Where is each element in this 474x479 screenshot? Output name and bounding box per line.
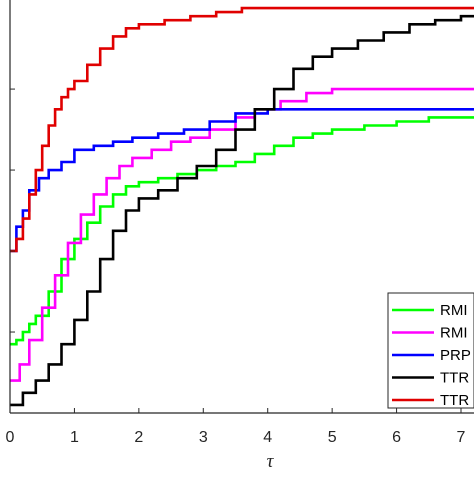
legend-label: RMI [440, 325, 468, 342]
series-line-5 [10, 6, 474, 253]
series-layer [10, 6, 474, 407]
series-line-1 [10, 116, 474, 346]
series-line-2 [10, 87, 474, 382]
x-tick-label: 1 [70, 429, 79, 446]
x-tick-label: 3 [199, 429, 208, 446]
x-tick-label: 6 [392, 429, 401, 446]
x-tick-label: 5 [328, 429, 337, 446]
x-ticks: 0 1 2 3 4 5 6 7 [6, 408, 466, 446]
legend-label: RMI [440, 302, 468, 319]
legend: RMI RMI PRP TTR TTR [387, 292, 474, 409]
legend-box [387, 292, 474, 409]
x-tick-label: 7 [457, 429, 466, 446]
x-tick-label: 0 [6, 429, 15, 446]
legend-label: TTR [440, 370, 469, 387]
x-tick-label: 4 [263, 429, 272, 446]
series-line-4 [10, 14, 474, 407]
x-tick-label: 2 [134, 429, 143, 446]
x-axis-label: τ [267, 451, 275, 472]
y-ticks [10, 88, 15, 333]
legend-label: TTR [440, 392, 469, 409]
legend-label: PRP [440, 347, 471, 364]
